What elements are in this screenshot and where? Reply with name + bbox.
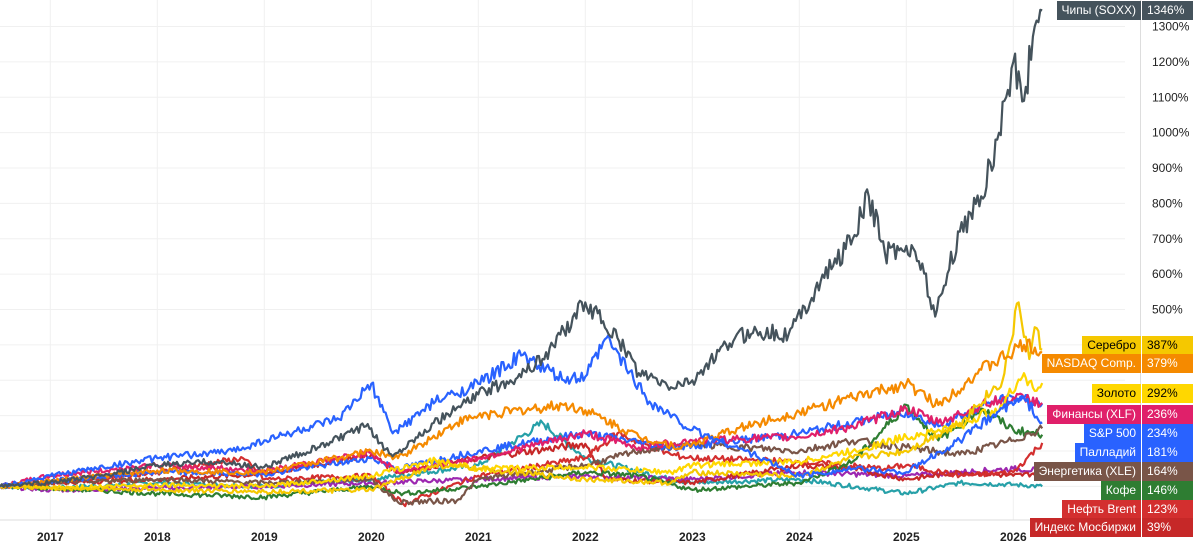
value-label: 146% bbox=[1142, 481, 1193, 500]
value-label: 1346% bbox=[1142, 1, 1193, 20]
legend-label: Энергетика (XLE) bbox=[1033, 462, 1141, 481]
y-tick-label: 1300% bbox=[1152, 20, 1190, 34]
x-tick-label: 2017 bbox=[37, 530, 64, 544]
x-tick-label: 2021 bbox=[465, 530, 492, 544]
x-tick-label: 2020 bbox=[358, 530, 385, 544]
series-line bbox=[0, 338, 1043, 489]
series-tag: Нефть Brent 123% bbox=[0, 500, 1193, 519]
y-tick-label: 1200% bbox=[1152, 55, 1190, 69]
y-tick-label: 700% bbox=[1152, 232, 1183, 246]
series-line bbox=[0, 8, 1043, 489]
x-tick-label: 2019 bbox=[251, 530, 278, 544]
series-tag: NASDAQ Comp. 379% bbox=[0, 354, 1193, 373]
y-tick-label: 1100% bbox=[1152, 90, 1189, 104]
series-line bbox=[0, 465, 1044, 493]
legend-label: Нефть Brent bbox=[1062, 500, 1141, 519]
series-line bbox=[0, 424, 1044, 506]
series-tag: Индекс Мосбиржи 39% bbox=[0, 518, 1193, 537]
series-tag: Золото 292% bbox=[0, 384, 1193, 403]
series-tag: Кофе 146% bbox=[0, 481, 1193, 500]
value-label: 387% bbox=[1142, 336, 1193, 355]
x-tick-label: 2025 bbox=[893, 530, 920, 544]
y-tick-label: 800% bbox=[1152, 196, 1183, 210]
legend-label: Палладий bbox=[1074, 443, 1141, 462]
x-tick-label: 2022 bbox=[572, 530, 599, 544]
legend-label: Чипы (SOXX) bbox=[1056, 1, 1141, 20]
x-tick-label: 2023 bbox=[679, 530, 706, 544]
series-line bbox=[0, 372, 1044, 492]
y-tick-label: 600% bbox=[1152, 267, 1183, 281]
legend-label: Кофе bbox=[1100, 481, 1141, 500]
series-tag: Палладий 181% bbox=[0, 443, 1193, 462]
legend-label: Финансы (XLF) bbox=[1047, 405, 1141, 424]
y-tick-label: 900% bbox=[1152, 161, 1183, 175]
x-tick-label: 2026 bbox=[1000, 530, 1027, 544]
value-label: 379% bbox=[1142, 354, 1193, 373]
series-line bbox=[0, 333, 1043, 488]
legend-label: NASDAQ Comp. bbox=[1041, 354, 1141, 373]
series-line bbox=[0, 301, 1043, 495]
series-tag: Финансы (XLF) 236% bbox=[0, 405, 1193, 424]
legend-label: Золото bbox=[1091, 384, 1141, 403]
value-label: 181% bbox=[1142, 443, 1193, 462]
value-label: 292% bbox=[1142, 384, 1193, 403]
legend-label: Индекс Мосбиржи bbox=[1029, 518, 1141, 537]
value-label: 39% bbox=[1142, 518, 1193, 537]
value-label: 123% bbox=[1142, 500, 1193, 519]
x-tick-label: 2018 bbox=[144, 530, 171, 544]
series-tag: Чипы (SOXX) 1346% bbox=[0, 1, 1193, 20]
y-tick-label: 500% bbox=[1152, 303, 1183, 317]
series-tag: Энергетика (XLE) 164% bbox=[0, 462, 1193, 481]
value-label: 236% bbox=[1142, 405, 1193, 424]
series-tag: Серебро 387% bbox=[0, 336, 1193, 355]
legend-label: S&P 500 bbox=[1083, 424, 1141, 443]
value-label: 164% bbox=[1142, 462, 1193, 481]
series-tag: S&P 500 234% bbox=[0, 424, 1193, 443]
value-label: 234% bbox=[1142, 424, 1193, 443]
legend-label: Серебро bbox=[1082, 336, 1141, 355]
x-tick-label: 2024 bbox=[786, 530, 813, 544]
y-tick-label: 1000% bbox=[1152, 126, 1190, 140]
